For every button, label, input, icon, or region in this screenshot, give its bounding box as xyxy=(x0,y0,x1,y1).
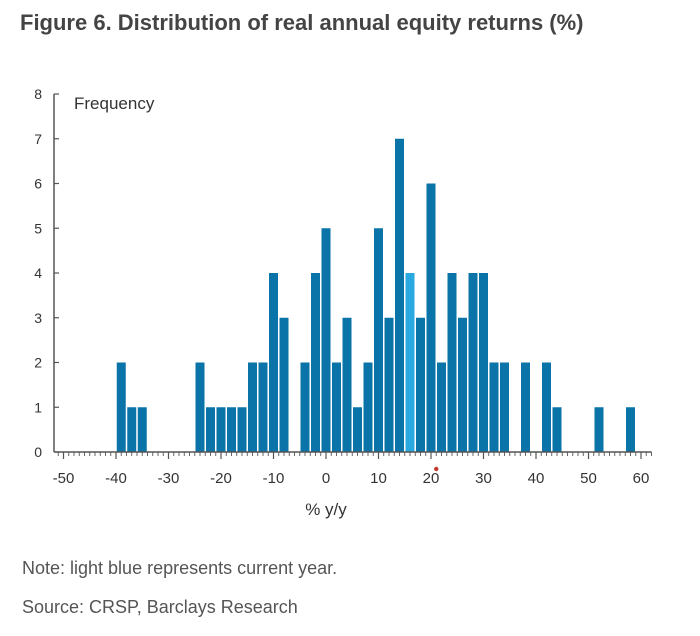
y-tick-label: 3 xyxy=(34,310,42,326)
y-tick-label: 4 xyxy=(34,265,42,281)
bar xyxy=(437,362,446,452)
bar xyxy=(384,317,394,452)
figure-source: Source: CRSP, Barclays Research xyxy=(22,597,298,617)
bar xyxy=(332,362,341,452)
bar xyxy=(258,362,268,452)
bar xyxy=(195,362,205,452)
y-tick-label: 7 xyxy=(34,131,42,147)
x-tick-label: 20 xyxy=(423,470,440,487)
figure-note: Note: light blue represents current year… xyxy=(22,558,338,578)
bar xyxy=(594,407,604,452)
bar xyxy=(542,362,551,452)
bar xyxy=(279,317,289,452)
bar-current-year xyxy=(405,273,415,452)
figure-title: Figure 6. Distribution of real annual eq… xyxy=(20,10,584,35)
bar xyxy=(552,407,562,452)
x-tick-label: 40 xyxy=(528,470,545,487)
x-tick-label: -50 xyxy=(53,470,75,487)
y-tick-label: 2 xyxy=(34,355,42,371)
bar xyxy=(206,407,215,452)
bar xyxy=(216,407,226,452)
bar xyxy=(227,407,236,452)
x-tick-label: 10 xyxy=(370,470,387,487)
x-axis-title: % y/y xyxy=(305,500,347,519)
y-tick-label: 5 xyxy=(34,220,42,236)
bar xyxy=(363,362,373,452)
x-tick-label: -30 xyxy=(158,470,180,487)
bar xyxy=(269,273,278,452)
x-tick-label: 30 xyxy=(475,470,492,487)
bar xyxy=(395,138,404,452)
bar xyxy=(248,362,257,452)
x-tick-label: 0 xyxy=(322,470,330,487)
bar xyxy=(500,362,509,452)
bar xyxy=(237,407,247,452)
bar xyxy=(447,273,457,452)
bar xyxy=(116,362,126,452)
current-marker-dot xyxy=(434,466,439,472)
bar xyxy=(416,317,425,452)
y-tick-label: 1 xyxy=(34,399,42,415)
histogram-chart: 0 1 2 3 4 5 6 7 8 -50 -40 -30 -20 -10 0 10 20 30 40 50 60 Fre… xyxy=(34,86,652,519)
x-tick-label: 50 xyxy=(580,470,597,487)
y-tick-label: 0 xyxy=(34,444,42,460)
bar xyxy=(127,407,137,452)
bar xyxy=(521,362,530,452)
x-tick-label: 60 xyxy=(633,470,650,487)
bar xyxy=(342,317,352,452)
x-tick-label: -20 xyxy=(210,470,232,487)
bar xyxy=(479,273,488,452)
bar xyxy=(321,228,331,452)
bar xyxy=(137,407,147,452)
bar xyxy=(374,228,383,452)
bar xyxy=(426,183,436,452)
bar xyxy=(311,273,320,452)
bar xyxy=(353,407,362,452)
y-tick-label: 8 xyxy=(34,86,42,102)
x-tick-label: -40 xyxy=(105,470,127,487)
y-tick-label: 6 xyxy=(34,176,42,192)
bar xyxy=(468,273,478,452)
bar xyxy=(300,362,310,452)
y-axis-title: Frequency xyxy=(74,94,155,113)
x-tick-label: -10 xyxy=(263,470,285,487)
bar xyxy=(458,317,467,452)
bar xyxy=(489,362,499,452)
bar xyxy=(626,407,635,452)
